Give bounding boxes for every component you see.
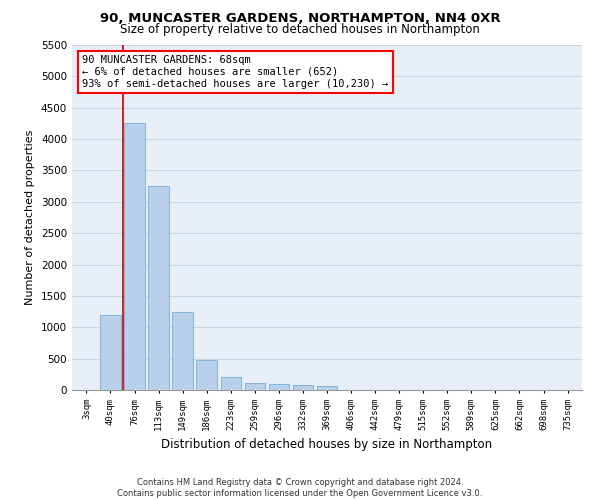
Bar — [221, 378, 241, 390]
Bar — [124, 124, 145, 390]
Text: 90 MUNCASTER GARDENS: 68sqm
← 6% of detached houses are smaller (652)
93% of sem: 90 MUNCASTER GARDENS: 68sqm ← 6% of deta… — [82, 56, 388, 88]
Bar — [269, 384, 289, 390]
Bar — [196, 360, 217, 390]
X-axis label: Distribution of detached houses by size in Northampton: Distribution of detached houses by size … — [161, 438, 493, 451]
Text: Size of property relative to detached houses in Northampton: Size of property relative to detached ho… — [120, 22, 480, 36]
Bar — [148, 186, 169, 390]
Bar — [100, 314, 121, 390]
Bar — [245, 383, 265, 390]
Bar — [293, 385, 313, 390]
Text: 90, MUNCASTER GARDENS, NORTHAMPTON, NN4 0XR: 90, MUNCASTER GARDENS, NORTHAMPTON, NN4 … — [100, 12, 500, 26]
Bar — [172, 312, 193, 390]
Text: Contains HM Land Registry data © Crown copyright and database right 2024.
Contai: Contains HM Land Registry data © Crown c… — [118, 478, 482, 498]
Y-axis label: Number of detached properties: Number of detached properties — [25, 130, 35, 305]
Bar — [317, 386, 337, 390]
